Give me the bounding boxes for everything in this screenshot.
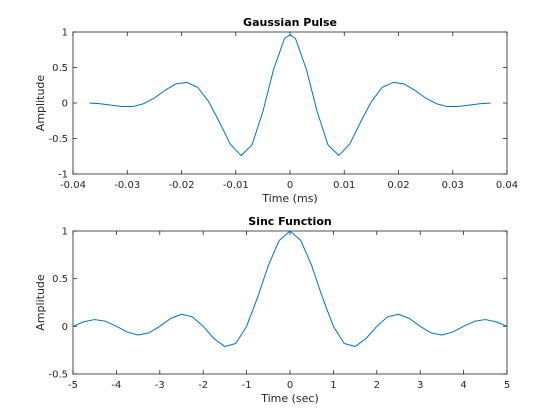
chart-2-x-tick-label: 2 [374,380,380,391]
chart-1-x-tick-label: 0.01 [333,180,355,191]
chart-1-x-tick-label: -0.03 [114,180,140,191]
chart-2-y-tick-label: 0.5 [52,274,68,285]
chart-1-x-tick-label: -0.04 [60,180,86,191]
chart-2-y-tick-label: 1 [62,227,68,238]
chart-1-y-tick-label: 1 [62,28,68,39]
chart-1-y-axis-label: Amplitude [34,75,47,132]
chart-2-x-tick-label: -1 [242,380,252,391]
chart-1-x-tick-label: -0.02 [169,180,195,191]
chart-1-title: Gaussian Pulse [243,16,337,29]
chart-1-y-tick-label: 0 [62,99,68,110]
chart-2-x-tick-label: 5 [504,380,510,391]
chart-1-x-tick-label: 0.04 [496,180,518,191]
chart-2-plot-area [72,230,508,375]
chart-2-y-tick-label: -0.5 [48,370,68,381]
chart-1-x-tick-label: -0.01 [223,180,249,191]
chart-2-x-tick-label: 0 [287,380,293,391]
chart-2-x-tick-label: -3 [155,380,165,391]
chart-1-x-axis-label: Time (ms) [261,192,317,205]
chart-2-y-axis-label: Amplitude [34,274,47,331]
chart-2-x-tick-label: -2 [198,380,208,391]
chart-2-x-tick-label: -4 [111,380,121,391]
chart-1-plot-area [72,31,508,175]
chart-2-x-tick-label: 4 [460,380,466,391]
chart-1: -0.04 -0.03 -0.02 -0.01 0 0.01 0.02 0.03 0.04 -1 -… [34,16,518,205]
chart-1-x-tick-label: 0.02 [387,180,409,191]
chart-2-y-tick-label: 0 [62,322,68,333]
chart-1-x-tick-label: 0.03 [442,180,464,191]
chart-2-x-tick-label: 3 [417,380,423,391]
chart-1-y-tick-label: 0.5 [52,63,68,74]
chart-2-x-tick-label: -5 [68,380,78,391]
chart-2-title: Sinc Function [248,215,331,228]
chart-1-series-line [89,34,491,157]
chart-2-x-tick-label: 1 [330,380,336,391]
chart-2: -5 -4 -3 -2 -1 0 1 2 3 4 5 -0.5 0 0.5 1 Sinc Function Ti… [34,215,510,405]
chart-1-x-tick-label: 0 [287,180,293,191]
chart-1-y-tick-label: -0.5 [48,134,68,145]
chart-2-series-line [72,230,508,348]
chart-2-x-axis-label: Time (sec) [260,392,319,405]
chart-1-y-tick-label: -1 [58,170,68,181]
